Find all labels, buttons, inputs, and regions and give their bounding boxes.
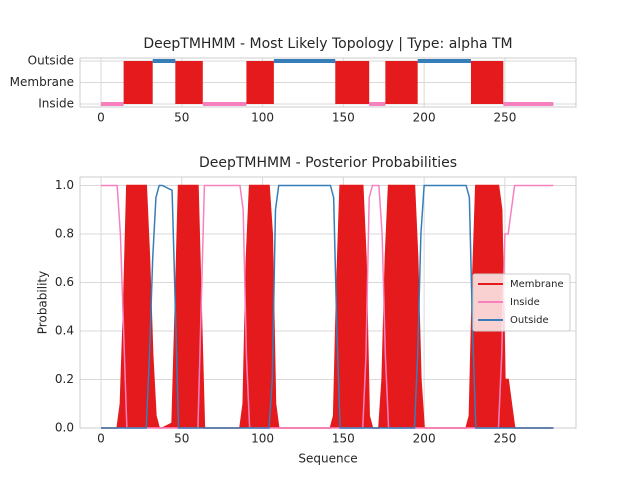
legend-label: Inside	[510, 297, 540, 308]
series-line	[101, 184, 554, 429]
y-tick-label: 0.8	[55, 226, 74, 240]
series-line	[101, 184, 554, 429]
membrane-segment	[385, 61, 418, 104]
legend-label: Outside	[510, 315, 549, 326]
y-axis-label: Probability	[36, 271, 50, 334]
chart-title: DeepTMHMM - Posterior Probabilities	[199, 155, 457, 171]
series-area	[101, 185, 554, 428]
y-tick-label: Inside	[38, 97, 74, 111]
y-tick-label: Membrane	[10, 75, 74, 89]
membrane-segment	[246, 61, 274, 104]
x-tick-label: 150	[332, 111, 355, 125]
y-tick-label: 0.6	[55, 275, 74, 289]
y-tick-label: Outside	[28, 54, 74, 68]
membrane-segment	[470, 61, 504, 104]
x-tick-label: 200	[413, 432, 436, 446]
plot-frame	[79, 57, 577, 108]
x-tick-label: 250	[493, 111, 516, 125]
membrane-segment	[335, 61, 370, 104]
legend-label: Membrane	[510, 279, 564, 290]
membrane-segment	[175, 61, 203, 104]
x-tick-label: 0	[97, 432, 105, 446]
x-tick-label: 100	[251, 432, 274, 446]
chart-title: DeepTMHMM - Most Likely Topology | Type:…	[143, 36, 512, 52]
x-tick-label: 50	[174, 432, 189, 446]
x-tick-label: 50	[174, 111, 189, 125]
x-tick-label: 150	[332, 432, 355, 446]
x-tick-label: 200	[413, 111, 436, 125]
x-tick-label: 0	[97, 111, 105, 125]
x-axis-label: Sequence	[298, 452, 357, 466]
y-tick-label: 1.0	[55, 178, 74, 192]
legend-box	[472, 273, 571, 332]
series-line	[101, 184, 554, 429]
membrane-segment	[123, 61, 153, 104]
x-tick-label: 250	[493, 432, 516, 446]
y-tick-label: 0.0	[55, 421, 74, 435]
x-tick-label: 100	[251, 111, 274, 125]
y-tick-label: 0.4	[55, 323, 74, 337]
y-tick-label: 0.2	[55, 372, 74, 386]
